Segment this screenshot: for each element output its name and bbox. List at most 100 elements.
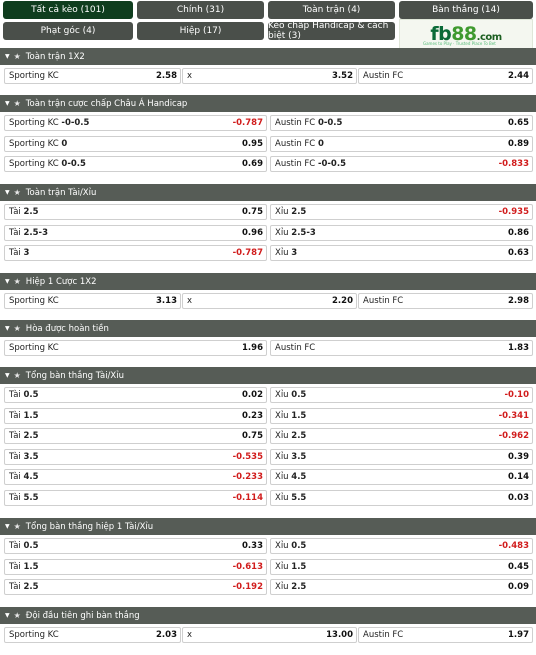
odds-cell[interactable]: Xỉu 0.5 -0.10 [270,387,533,403]
odds-cell[interactable]: Sporting KC 0-0.5 0.69 [4,156,267,172]
selection-name: Xỉu [275,390,289,400]
odds-cell[interactable]: Sporting KC 0 0.95 [4,136,267,152]
tab-3[interactable]: Bàn thắng (14) [399,1,533,19]
odds-cell[interactable]: Tài 3 -0.787 [4,245,267,261]
section-header[interactable]: ▼ ★ Hòa được hoàn tiền [0,320,536,337]
tab-1[interactable]: Chính (31) [137,1,264,19]
section-header[interactable]: ▼ ★ Đội đầu tiên ghi bàn thắng [0,607,536,624]
tab-5[interactable]: Hiệp (17) [137,22,264,40]
odds-value: -0.787 [232,248,263,258]
section-header[interactable]: ▼ ★ Toàn trận cược chấp Châu Á Handicap [0,95,536,112]
star-icon[interactable]: ★ [13,277,21,286]
handicap-line: 4.5 [291,472,307,482]
selection-name: Xỉu [275,228,289,238]
odds-cell[interactable]: Sporting KC -0-0.5 -0.787 [4,115,267,131]
odds-cell[interactable]: Xỉu 3.5 0.39 [270,449,533,465]
odds-cell[interactable]: Tài 1.5 -0.613 [4,559,267,575]
odds-cell[interactable]: Sporting KC 2.58 [4,68,181,84]
odds-cell[interactable]: Austin FC 2.44 [358,68,533,84]
handicap-line: 2.5 [291,582,307,592]
selection-label: Sporting KC [9,71,59,81]
odds-cell[interactable]: Tài 2.5 0.75 [4,204,267,220]
selection-name: Xỉu [275,472,289,482]
odds-cell[interactable]: Austin FC 0 0.89 [270,136,533,152]
odds-cell[interactable]: Tài 0.5 0.33 [4,538,267,554]
selection-label: Xỉu 3.5 [275,452,306,462]
odds-value: 2.98 [508,296,529,306]
odds-cell[interactable]: Tài 1.5 0.23 [4,408,267,424]
odds-cell[interactable]: Tài 2.5 0.75 [4,428,267,444]
star-icon[interactable]: ★ [13,188,21,197]
star-icon[interactable]: ★ [13,99,21,108]
selection-name: Tài [9,541,21,551]
tab-4[interactable]: Phạt góc (4) [3,22,133,40]
odds-value: 2.44 [508,71,529,81]
selection-label: Tài 3 [9,248,29,258]
handicap-line: 0 [317,139,324,149]
odds-cell[interactable]: Austin FC 1.83 [270,340,533,356]
chevron-down-icon: ▼ [5,278,10,285]
odds-cell[interactable]: Tài 0.5 0.02 [4,387,267,403]
fb88-logo: fb88.com Games to Play · Trusted Place T… [399,19,533,49]
handicap-line: 2.5 [23,207,39,217]
section-header[interactable]: ▼ ★ Tổng bàn thắng Tài/Xỉu [0,367,536,384]
odds-cell[interactable]: Xỉu 4.5 0.14 [270,469,533,485]
odds-cell[interactable]: Xỉu 2.5 -0.935 [270,204,533,220]
odds-cell[interactable]: x 13.00 [182,627,357,643]
odds-cell[interactable]: Tài 2.5 -0.192 [4,579,267,595]
odds-value: -0.962 [498,431,529,441]
handicap-line: 2.5 [23,431,39,441]
selection-label: Xỉu 2.5-3 [275,228,316,238]
odds-cell[interactable]: Sporting KC 1.96 [4,340,267,356]
odds-cell[interactable]: Austin FC 0-0.5 0.65 [270,115,533,131]
tab-2[interactable]: Toàn trận (4) [268,1,395,19]
star-icon[interactable]: ★ [13,52,21,61]
odds-cell[interactable]: Xỉu 1.5 -0.341 [270,408,533,424]
selection-name: Xỉu [275,411,289,421]
odds-value: 1.97 [508,630,529,640]
selection-label: Tài 1.5 [9,562,39,572]
odds-cell[interactable]: x 2.20 [182,293,357,309]
chevron-down-icon: ▼ [5,372,10,379]
selection-name: Sporting KC [9,630,59,640]
selection-label: Tài 1.5 [9,411,39,421]
selection-name: Tài [9,562,21,572]
odds-cell[interactable]: Austin FC -0-0.5 -0.833 [270,156,533,172]
selection-name: Austin FC [275,139,316,149]
odds-cell[interactable]: Sporting KC 2.03 [4,627,181,643]
odds-cell[interactable]: Xỉu 2.5 0.09 [270,579,533,595]
odds-cell[interactable]: Xỉu 3 0.63 [270,245,533,261]
odds-cell[interactable]: x 3.52 [182,68,357,84]
selection-label: Sporting KC [9,296,59,306]
tab-0[interactable]: Tất cả kèo (101) [3,1,133,19]
odds-value: 0.09 [508,582,529,592]
selection-name: Xỉu [275,562,289,572]
odds-cell[interactable]: Xỉu 2.5 -0.962 [270,428,533,444]
selection-label: Austin FC -0-0.5 [275,159,346,169]
odds-cell[interactable]: Tài 3.5 -0.535 [4,449,267,465]
chevron-down-icon: ▼ [5,612,10,619]
section-header[interactable]: ▼ ★ Tổng bàn thắng hiệp 1 Tài/Xỉu [0,518,536,535]
odds-cell[interactable]: Austin FC 1.97 [358,627,533,643]
odds-cell[interactable]: Xỉu 5.5 0.03 [270,490,533,506]
tab-6[interactable]: Kèo chấp Handicap & cách biệt (3) [268,21,395,41]
odds-cell[interactable]: Tài 2.5-3 0.96 [4,225,267,241]
section-header[interactable]: ▼ ★ Hiệp 1 Cược 1X2 [0,273,536,290]
section-header[interactable]: ▼ ★ Toàn trận Tài/Xỉu [0,184,536,201]
handicap-line: 3 [291,248,298,258]
odds-cell[interactable]: Xỉu 2.5-3 0.86 [270,225,533,241]
odds-cell[interactable]: Xỉu 1.5 0.45 [270,559,533,575]
star-icon[interactable]: ★ [13,522,21,531]
odds-cell[interactable]: Tài 5.5 -0.114 [4,490,267,506]
selection-name: Tài [9,493,21,503]
star-icon[interactable]: ★ [13,611,21,620]
star-icon[interactable]: ★ [13,324,21,333]
section-header[interactable]: ▼ ★ Toàn trận 1X2 [0,48,536,65]
odds-cell[interactable]: Xỉu 0.5 -0.483 [270,538,533,554]
odds-cell[interactable]: Sporting KC 3.13 [4,293,181,309]
odds-value: 0.45 [508,562,529,572]
star-icon[interactable]: ★ [13,371,21,380]
selection-name: Tài [9,207,21,217]
odds-cell[interactable]: Austin FC 2.98 [358,293,533,309]
odds-cell[interactable]: Tài 4.5 -0.233 [4,469,267,485]
